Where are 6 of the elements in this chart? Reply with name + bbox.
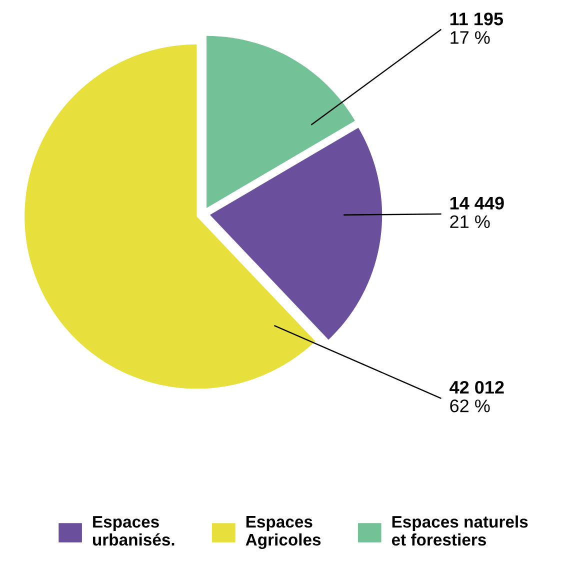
data-label: 14 449 21 % [450, 196, 504, 228]
data-label: 42 012 62 % [450, 380, 504, 412]
data-label: 11 195 17 % [450, 12, 504, 44]
legend-label: Espaces Agricoles [246, 516, 321, 549]
legend-label: Espaces urbanisés. [92, 516, 174, 546]
legend-label: Espaces naturels et forestiers [392, 515, 528, 546]
